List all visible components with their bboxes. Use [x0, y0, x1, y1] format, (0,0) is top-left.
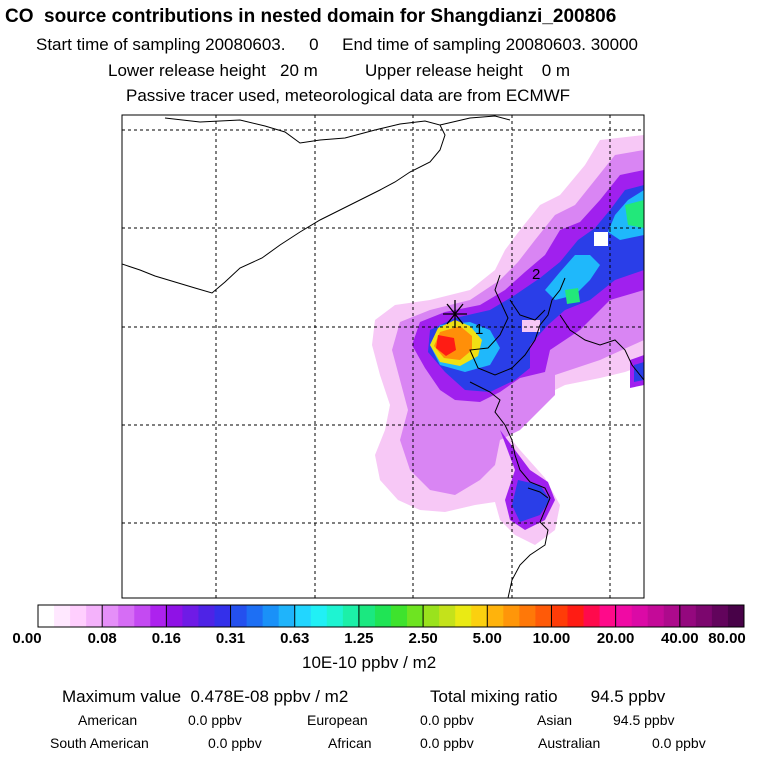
- colorbar-swatch: [663, 605, 681, 627]
- coast-line: [527, 487, 549, 499]
- colorbar-tick-label: 0.16: [151, 630, 181, 647]
- colorbar-swatch: [423, 605, 440, 627]
- site-label-2: 2: [532, 266, 540, 283]
- coast-line: [469, 274, 566, 376]
- border-line: [122, 117, 446, 294]
- colorbar-swatch: [166, 605, 183, 627]
- colorbar-swatch: [118, 605, 135, 627]
- colorbar-swatch: [182, 605, 199, 627]
- colorbar-tick-label: 5.00: [472, 630, 502, 647]
- chart-title: CO source contributions in nested domain…: [5, 6, 617, 27]
- colorbar-swatch: [38, 605, 55, 627]
- total-mixing-ratio: Total mixing ratio 94.5 ppbv: [430, 687, 666, 706]
- source-name-european: European: [307, 712, 368, 728]
- colorbar-swatch: [679, 605, 697, 627]
- source-value-african: 0.0 ppbv: [420, 735, 474, 751]
- source-value-american: 0.0 ppbv: [188, 712, 242, 728]
- source-name-south-american: South American: [50, 735, 149, 751]
- plume-green-mid: [565, 288, 580, 304]
- colorbar-swatch: [599, 605, 617, 627]
- graticule: [122, 115, 644, 598]
- colorbar-swatch: [551, 605, 568, 627]
- colorbar-frame: [37, 604, 745, 628]
- colorbar-swatch: [134, 605, 151, 627]
- station-marker: [443, 300, 467, 328]
- colorbar-swatch: [294, 605, 312, 627]
- colorbar-swatch: [70, 605, 87, 627]
- source-name-asian: Asian: [537, 712, 573, 728]
- colorbar-unit: 10E-10 ppbv / m2: [302, 653, 437, 672]
- coast-line: [509, 299, 546, 321]
- colorbar: [37, 605, 745, 627]
- colorbar-tick-label: 0.31: [215, 630, 246, 647]
- colorbar-swatch: [711, 605, 729, 627]
- source-name-american: American: [78, 712, 138, 728]
- plume-hole: [594, 232, 608, 246]
- colorbar-swatch: [727, 605, 745, 627]
- source-name-african: African: [328, 735, 372, 751]
- colorbar-tick-label: 0.00: [12, 630, 42, 647]
- colorbar-swatch: [439, 605, 456, 627]
- colorbar-swatch: [647, 605, 665, 627]
- colorbar-tick-label: 80.00: [708, 630, 746, 647]
- colorbar-tick-label: 0.08: [87, 630, 117, 647]
- coast-line: [559, 314, 644, 381]
- map-frame: [121, 114, 645, 599]
- coast-line: [469, 381, 551, 598]
- source-value-south-american: 0.0 ppbv: [208, 735, 262, 751]
- colorbar-swatch: [262, 605, 280, 627]
- colorbar-swatch: [198, 605, 215, 627]
- colorbar-swatch: [503, 605, 520, 627]
- release-height: Lower release height 20 m Upper release …: [108, 61, 571, 80]
- colorbar-swatch: [519, 605, 536, 627]
- colorbar-swatch: [374, 605, 392, 627]
- colorbar-swatch: [358, 605, 376, 627]
- colorbar-swatch: [310, 605, 328, 627]
- colorbar-swatch: [214, 605, 231, 627]
- colorbar-swatch: [615, 605, 633, 627]
- plume-green: [625, 200, 644, 228]
- colorbar-swatch: [391, 605, 408, 627]
- colorbar-tick-label: 20.00: [596, 630, 635, 647]
- colorbar-swatch: [342, 605, 360, 627]
- colorbar-swatch: [86, 605, 103, 627]
- colorbar-swatch: [455, 605, 472, 627]
- colorbar-swatch: [150, 605, 167, 627]
- colorbar-tick-label: 0.63: [280, 630, 310, 647]
- colorbar-swatch: [102, 605, 119, 627]
- colorbar-swatch: [631, 605, 649, 627]
- colorbar-tick-label: 1.25: [344, 630, 374, 647]
- tracer-info: Passive tracer used, meteorological data…: [126, 86, 571, 105]
- colorbar-swatch: [471, 605, 488, 627]
- plume-cyan-mid: [545, 255, 600, 300]
- colorbar-swatch: [407, 605, 424, 627]
- source-value-asian: 94.5 ppbv: [613, 712, 675, 728]
- source-value-australian: 0.0 ppbv: [652, 735, 706, 751]
- plume-blue-east: [634, 362, 644, 382]
- plume-red: [436, 335, 456, 356]
- max-value: Maximum value 0.478E-08 ppbv / m2: [62, 687, 349, 706]
- colorbar-tick-label: 40.00: [661, 630, 699, 647]
- coastlines: [122, 115, 644, 598]
- colorbar-swatch: [326, 605, 344, 627]
- border-line: [439, 115, 511, 126]
- colorbar-tick-label: 2.50: [408, 630, 438, 647]
- site-label-1: 1: [475, 321, 483, 338]
- colorbar-swatch: [246, 605, 264, 627]
- colorbar-swatch: [695, 605, 713, 627]
- plume-blue-south: [512, 480, 550, 522]
- colorbar-tick-label: 10.00: [532, 630, 571, 647]
- source-value-european: 0.0 ppbv: [420, 712, 474, 728]
- colorbar-swatch: [567, 605, 584, 627]
- colorbar-swatch: [583, 605, 600, 627]
- colorbar-swatch: [535, 605, 552, 627]
- plume-hole: [522, 320, 540, 332]
- colorbar-swatch: [230, 605, 247, 627]
- source-name-australian: Australian: [538, 735, 601, 751]
- colorbar-swatch: [54, 605, 71, 627]
- colorbar-swatch: [278, 605, 296, 627]
- colorbar-swatch: [487, 605, 504, 627]
- sampling-time: Start time of sampling 20080603. 0 End t…: [36, 35, 638, 54]
